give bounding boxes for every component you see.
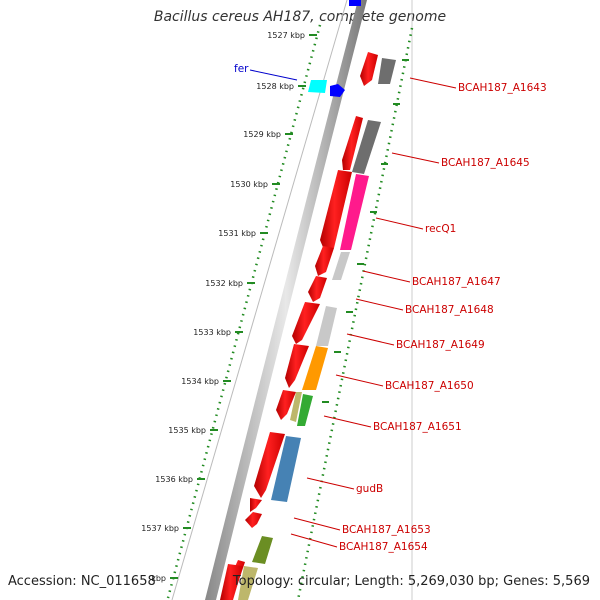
scale-tick-label: 1533 kbp (193, 328, 231, 337)
outer-dotted-line (296, 27, 414, 600)
cds-feature (292, 302, 320, 344)
cds-feature-olive (252, 536, 273, 564)
cds-feature-blue (271, 436, 301, 502)
cds-feature (250, 498, 262, 512)
cds-feature-orange (302, 346, 328, 390)
scale-tick-label: 1531 kbp (218, 229, 256, 238)
gene-label-leader (290, 533, 338, 548)
cds-feature (285, 344, 309, 388)
cds-feature (320, 170, 352, 252)
gene-label-leader (409, 77, 457, 89)
gene-label[interactable]: BCAH187_A1653 (342, 524, 431, 536)
scale-tick-label: 1537 kbp (141, 524, 179, 533)
gene-label-leader (249, 69, 298, 81)
cds-feature (254, 432, 285, 498)
gene-label-leader (293, 517, 341, 531)
gene-label-leader (306, 477, 355, 490)
gene-label-leader (335, 374, 384, 387)
scale-tick-label: 1528 kbp (256, 82, 294, 91)
cds-feature-gray-light (316, 306, 337, 346)
gene-label-leader (323, 415, 372, 428)
cds-feature-green (297, 394, 313, 426)
gene-label[interactable]: BCAH187_A1643 (458, 82, 547, 94)
scale-tick-label: 1536 kbp (155, 475, 193, 484)
cds-feature-navy (349, 0, 361, 6)
cds-feature-gray (378, 58, 396, 84)
gene-label[interactable]: BCAH187_A1654 (339, 541, 428, 553)
cds-feature-khaki (290, 392, 302, 422)
gene-label[interactable]: BCAH187_A1649 (396, 339, 485, 351)
scale-tick-label: 1530 kbp (230, 180, 268, 189)
cds-feature (308, 276, 327, 302)
gene-label-leader (375, 217, 424, 230)
gene-label-leader (355, 298, 404, 311)
gene-label-leader (391, 152, 440, 164)
gene-label-leader (362, 270, 411, 283)
scale-ticks: 1527 kbp 1528 kbp 1529 kbp 1530 kbp 1531 kbp… (141, 31, 409, 583)
scale-tick-label: kbp (151, 574, 166, 583)
cds-feature-khaki (238, 566, 258, 600)
gene-label[interactable]: BCAH187_A1648 (405, 304, 494, 316)
gene-label[interactable]: BCAH187_A1645 (441, 157, 530, 169)
gene-label[interactable]: BCAH187_A1647 (412, 276, 501, 288)
cds-feature (276, 390, 296, 420)
cds-feature (360, 52, 378, 86)
cds-feature-pink (340, 174, 369, 250)
cds-feature-gray (352, 120, 381, 174)
map-title: Bacillus cereus AH187, complete genome (153, 9, 447, 25)
gene-label[interactable]: fer (234, 63, 249, 75)
gene-features (220, 0, 396, 600)
outer-track-left-edge (171, 0, 348, 600)
gene-label[interactable]: gudB (356, 483, 383, 495)
gene-label[interactable]: BCAH187_A1651 (373, 421, 462, 433)
genome-backbone (205, 0, 367, 600)
gene-labels: fer BCAH187_A1643 BCAH187_A1645 recQ1 BCAH18… (234, 63, 547, 553)
cds-feature (342, 116, 363, 170)
cds-feature (220, 564, 243, 600)
gene-label[interactable]: BCAH187_A1650 (385, 380, 474, 392)
cds-feature (315, 246, 334, 276)
scale-tick-label: 1535 kbp (168, 426, 206, 435)
gene-label-leader (346, 333, 395, 346)
genome-summary-text: Topology: circular; Length: 5,269,030 bp… (232, 574, 590, 589)
scale-tick-label: 1529 kbp (243, 130, 281, 139)
cds-feature-navy (330, 84, 345, 97)
cds-feature (245, 512, 262, 528)
accession-text: Accession: NC_011658 (8, 574, 156, 589)
scale-dotted-line (166, 24, 322, 599)
scale-tick-label: 1532 kbp (205, 279, 243, 288)
gene-label[interactable]: recQ1 (425, 223, 456, 235)
cds-feature-gray-light (332, 252, 350, 280)
cds-feature-cyan (308, 80, 327, 93)
scale-tick-label: 1534 kbp (181, 377, 219, 386)
scale-tick-label: 1527 kbp (267, 31, 305, 40)
